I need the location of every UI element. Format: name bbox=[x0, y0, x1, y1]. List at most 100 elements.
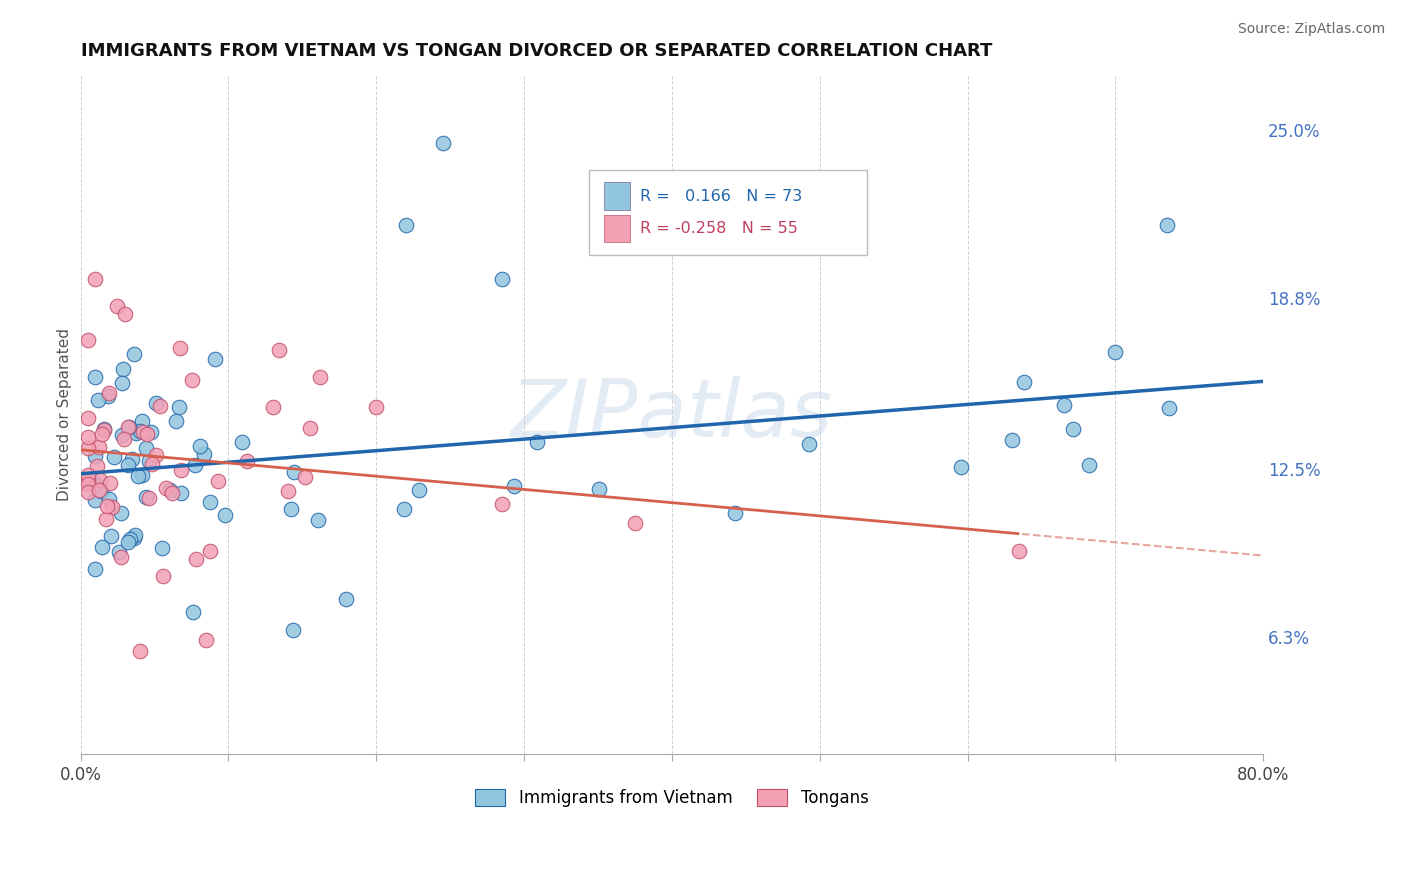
Point bbox=[395, 218, 418, 232]
Point bbox=[77, 334, 100, 348]
Point bbox=[127, 469, 149, 483]
Point bbox=[89, 483, 111, 497]
Point bbox=[181, 605, 204, 619]
Point bbox=[150, 541, 173, 555]
Point bbox=[107, 299, 129, 313]
Point bbox=[169, 341, 191, 355]
Point bbox=[90, 540, 112, 554]
Point bbox=[121, 452, 143, 467]
Point bbox=[190, 439, 212, 453]
Point bbox=[1157, 401, 1180, 416]
Point bbox=[1008, 543, 1031, 558]
Point bbox=[77, 411, 100, 425]
Point bbox=[141, 458, 163, 472]
Point bbox=[84, 370, 107, 384]
Point bbox=[94, 512, 117, 526]
Point bbox=[100, 529, 122, 543]
Point bbox=[165, 415, 187, 429]
Point bbox=[588, 482, 610, 496]
Point bbox=[207, 474, 229, 488]
Point bbox=[491, 497, 513, 511]
Point bbox=[155, 481, 177, 495]
Point bbox=[138, 453, 160, 467]
Point bbox=[110, 550, 132, 565]
Point bbox=[77, 476, 100, 491]
Point bbox=[100, 500, 122, 514]
Point bbox=[97, 389, 120, 403]
Point bbox=[283, 465, 305, 479]
FancyBboxPatch shape bbox=[605, 215, 630, 243]
Point bbox=[502, 479, 524, 493]
Point bbox=[93, 423, 115, 437]
Point bbox=[1052, 398, 1074, 412]
Point bbox=[108, 545, 131, 559]
Point bbox=[526, 435, 548, 450]
Point bbox=[122, 531, 145, 545]
Point bbox=[1012, 375, 1035, 389]
Point bbox=[624, 516, 647, 531]
Point bbox=[408, 483, 430, 497]
Point bbox=[169, 462, 191, 476]
Point bbox=[128, 644, 150, 658]
Point bbox=[200, 495, 222, 509]
Point bbox=[1104, 344, 1126, 359]
Point bbox=[1001, 434, 1024, 448]
Point bbox=[724, 506, 747, 520]
Y-axis label: Divorced or Separated: Divorced or Separated bbox=[58, 328, 72, 501]
Point bbox=[307, 513, 329, 527]
Point bbox=[214, 508, 236, 522]
Point bbox=[98, 492, 121, 507]
Point bbox=[335, 591, 357, 606]
Point bbox=[103, 450, 125, 464]
Point bbox=[132, 425, 155, 439]
Point bbox=[117, 534, 139, 549]
Point bbox=[112, 362, 135, 376]
Point bbox=[183, 458, 205, 472]
Point bbox=[277, 484, 299, 499]
Point bbox=[84, 477, 107, 491]
FancyBboxPatch shape bbox=[589, 170, 868, 255]
Point bbox=[122, 347, 145, 361]
Point bbox=[491, 272, 513, 286]
Point bbox=[84, 449, 107, 463]
Point bbox=[112, 433, 135, 447]
Point bbox=[91, 426, 114, 441]
Point bbox=[170, 485, 193, 500]
Point bbox=[167, 400, 190, 414]
Point bbox=[799, 436, 821, 450]
Point bbox=[93, 422, 115, 436]
Point bbox=[138, 491, 160, 505]
Point bbox=[145, 395, 167, 409]
Point bbox=[87, 392, 110, 407]
Point bbox=[204, 351, 226, 366]
Point bbox=[89, 473, 111, 487]
Point bbox=[84, 272, 107, 286]
Point bbox=[135, 490, 157, 504]
Text: R = -0.258   N = 55: R = -0.258 N = 55 bbox=[640, 221, 797, 236]
Point bbox=[181, 373, 204, 387]
Point bbox=[1062, 422, 1084, 436]
Point bbox=[114, 307, 136, 321]
Point bbox=[117, 458, 139, 473]
Point bbox=[77, 467, 100, 482]
Point bbox=[110, 506, 132, 520]
Point bbox=[949, 460, 972, 475]
Point bbox=[160, 485, 183, 500]
Text: ZIPatlas: ZIPatlas bbox=[510, 376, 832, 454]
Text: IMMIGRANTS FROM VIETNAM VS TONGAN DIVORCED OR SEPARATED CORRELATION CHART: IMMIGRANTS FROM VIETNAM VS TONGAN DIVORC… bbox=[80, 42, 991, 60]
Point bbox=[131, 467, 153, 482]
Point bbox=[308, 370, 330, 384]
Point bbox=[117, 420, 139, 434]
Point bbox=[84, 561, 107, 575]
Point bbox=[145, 448, 167, 462]
FancyBboxPatch shape bbox=[605, 183, 630, 210]
Point bbox=[280, 502, 302, 516]
Point bbox=[1078, 458, 1101, 473]
Point bbox=[111, 376, 134, 391]
Point bbox=[193, 447, 215, 461]
Point bbox=[131, 414, 153, 428]
Point bbox=[298, 421, 321, 435]
Point bbox=[432, 136, 454, 150]
Point bbox=[97, 385, 120, 400]
Point bbox=[159, 483, 181, 497]
